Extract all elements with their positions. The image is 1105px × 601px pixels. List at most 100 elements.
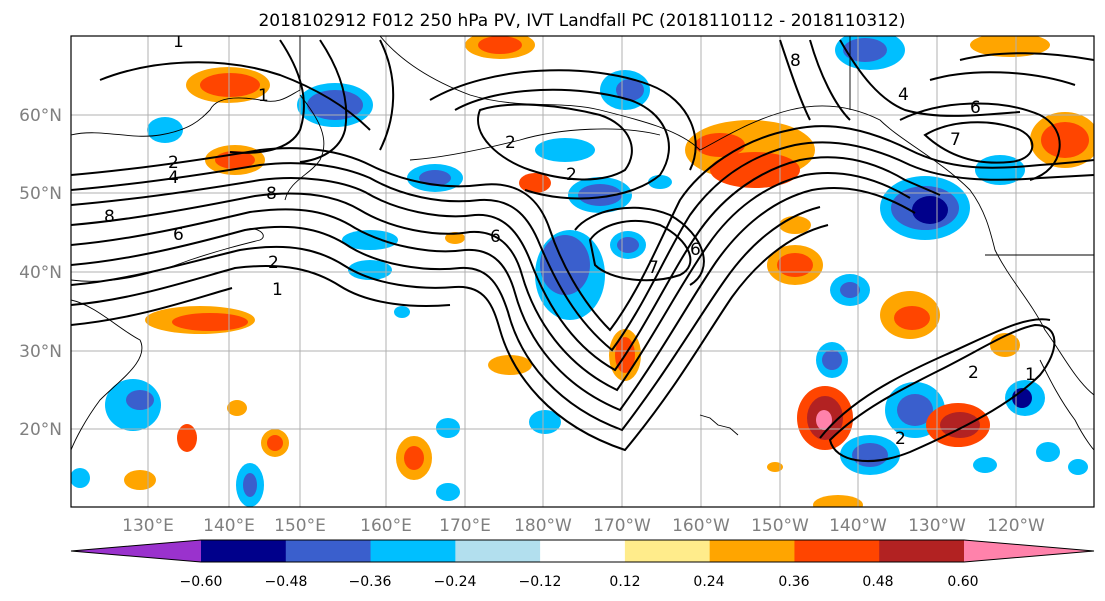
contour-line (477, 103, 633, 181)
anomaly-blob (777, 253, 813, 277)
colorbar (70, 539, 1095, 563)
anomaly-blob (695, 133, 745, 157)
colorbar-tick-labels: −0.60 −0.48 −0.36 −0.24 −0.12 0.12 0.24 … (180, 574, 979, 590)
anomaly-blob (617, 237, 639, 253)
lon-label: 180°W (514, 516, 572, 536)
contour-line (71, 186, 916, 412)
anomaly-blob (710, 152, 800, 188)
anomaly-blob (147, 117, 183, 143)
anomaly-blob (529, 410, 561, 434)
anomaly-blob (445, 232, 465, 244)
latitude-labels: 60°N 50°N 40°N 30°N 20°N (19, 106, 62, 440)
coastline-mexico (1039, 359, 1094, 451)
anomaly-blob (1012, 388, 1032, 408)
contour-line (71, 156, 941, 372)
anomaly-blob (1036, 442, 1060, 462)
colorbar-segment (879, 540, 965, 562)
anomaly-blob (852, 443, 888, 467)
contour-line (959, 52, 1094, 61)
contour-line (574, 206, 705, 286)
contour-line (819, 318, 1051, 439)
coastline-asia (71, 36, 301, 137)
map-frame (70, 35, 1095, 508)
anomaly-blob (535, 138, 595, 162)
contour-label: 2 (505, 133, 516, 153)
contour-label: 1 (272, 280, 283, 300)
contour-line (923, 121, 1034, 164)
coastline-china (71, 299, 143, 451)
lon-label: 160°E (360, 516, 412, 536)
contour-label: 6 (970, 98, 981, 118)
contour-line (71, 171, 911, 392)
colorbar-tick-label: −0.36 (349, 574, 392, 590)
contour-label: 1 (1025, 365, 1036, 385)
anomaly-blob (970, 36, 1050, 57)
lon-label: 130°E (122, 516, 174, 536)
contour-line (71, 141, 1094, 352)
colorbar-tick-label: −0.24 (434, 574, 477, 590)
lat-label: 20°N (19, 420, 62, 440)
anomaly-blob (822, 350, 842, 370)
colorbar-tick-label: 0.24 (693, 574, 724, 590)
anomaly-blob (519, 173, 551, 193)
anomaly-blob (779, 216, 811, 234)
contour-label: 8 (790, 51, 801, 71)
anomaly-blob (488, 355, 532, 375)
contour-label: 8 (266, 184, 277, 204)
colorbar-tick-label: −0.12 (519, 574, 562, 590)
anomaly-blob (394, 306, 410, 318)
contour-line (588, 219, 692, 282)
anomaly-fill-layer (71, 36, 1094, 507)
coastline-hawaii (699, 414, 739, 436)
anomaly-blob (243, 473, 257, 497)
anomaly-blob (126, 390, 154, 410)
anomaly-blob (342, 230, 398, 250)
anomaly-blob (843, 38, 887, 62)
contour-line (809, 39, 851, 121)
anomaly-blob (578, 184, 622, 206)
anomaly-blob (267, 435, 283, 451)
contour-line (71, 265, 451, 307)
lon-label: 170°W (593, 516, 651, 536)
colorbar-tick-label: 0.36 (778, 574, 809, 590)
anomaly-blob (973, 457, 997, 473)
contour-line (899, 102, 1061, 181)
contour-label: 2 (895, 429, 906, 449)
contour-label: 4 (898, 85, 909, 105)
lat-label: 60°N (19, 106, 62, 126)
contour-line (299, 39, 348, 163)
anomaly-blob (436, 483, 460, 501)
lat-label: 30°N (19, 342, 62, 362)
contour-label-layer: 1 1 2 4 8 6 8 1 2 6 7 6 2 8 7 4 6 2 1 2 … (104, 36, 1036, 449)
contour-lines (71, 39, 1094, 463)
longitude-labels: 130°E 140°E 150°E 160°E 170°E 180°W 170°… (122, 516, 1045, 536)
contour-label: 6 (490, 227, 501, 247)
contour-label: 2 (168, 153, 179, 173)
colorbar-segment (540, 540, 626, 562)
graticule (71, 36, 1094, 507)
colorbar-tick-label: 0.60 (947, 574, 978, 590)
lat-label: 40°N (19, 263, 62, 283)
anomaly-blob (840, 282, 860, 298)
anomaly-blob (124, 470, 156, 490)
contour-label: 2 (968, 363, 979, 383)
contour-line (454, 88, 670, 200)
contour-label: 8 (104, 207, 115, 227)
map-area: 1 1 2 4 8 6 8 1 2 6 7 6 2 8 7 4 6 2 1 2 … (71, 36, 1094, 507)
map-title: 2018102912 F012 250 hPa PV, IVT Landfall… (258, 11, 905, 31)
anomaly-blob (767, 462, 783, 472)
anomaly-blob (71, 468, 90, 488)
lon-label: 150°E (274, 516, 326, 536)
anomaly-blob (348, 260, 392, 280)
colorbar-segment (285, 540, 372, 562)
colorbar-segment (370, 540, 456, 562)
colorbar-segment (709, 540, 795, 562)
contour-line (71, 224, 829, 452)
contour-line (71, 206, 821, 432)
colorbar-segment (455, 540, 541, 562)
anomaly-blob (404, 446, 424, 470)
anomaly-blob (616, 79, 644, 101)
contour-label: 6 (173, 225, 184, 245)
anomaly-blob (894, 306, 930, 330)
lon-label: 130°W (908, 516, 966, 536)
